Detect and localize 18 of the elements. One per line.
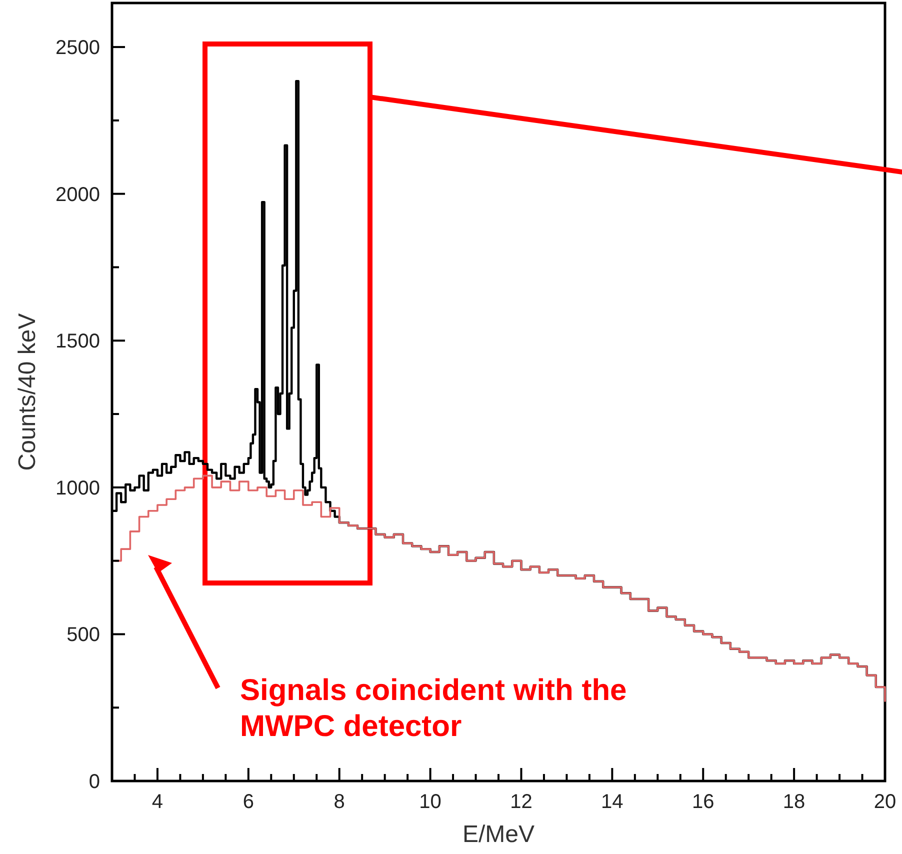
x-tick-label: 8 [334, 791, 345, 813]
x-tick-label: 16 [692, 791, 714, 813]
y-tick-label: 1500 [56, 330, 100, 353]
x-axis-title: E/MeV [462, 821, 535, 848]
x-tick-label: 10 [419, 791, 442, 813]
y-tick-label: 0 [88, 771, 100, 793]
y-tick-label: 2000 [56, 184, 100, 206]
x-tick-label: 6 [242, 791, 254, 813]
x-tick-label: 14 [601, 791, 624, 813]
x-tick-label: 4 [152, 791, 164, 813]
y-axis-title: Counts/40 keV [14, 313, 41, 471]
x-tick-label: 20 [874, 791, 896, 813]
y-tick-label: 500 [66, 624, 100, 646]
x-tick-label: 18 [782, 791, 806, 813]
y-tick-label: 1000 [56, 477, 100, 500]
annotation: Signals coincident with the MWPC detector [240, 674, 627, 743]
x-tick-label: 12 [510, 791, 532, 813]
y-tick-label: 2500 [56, 37, 100, 60]
